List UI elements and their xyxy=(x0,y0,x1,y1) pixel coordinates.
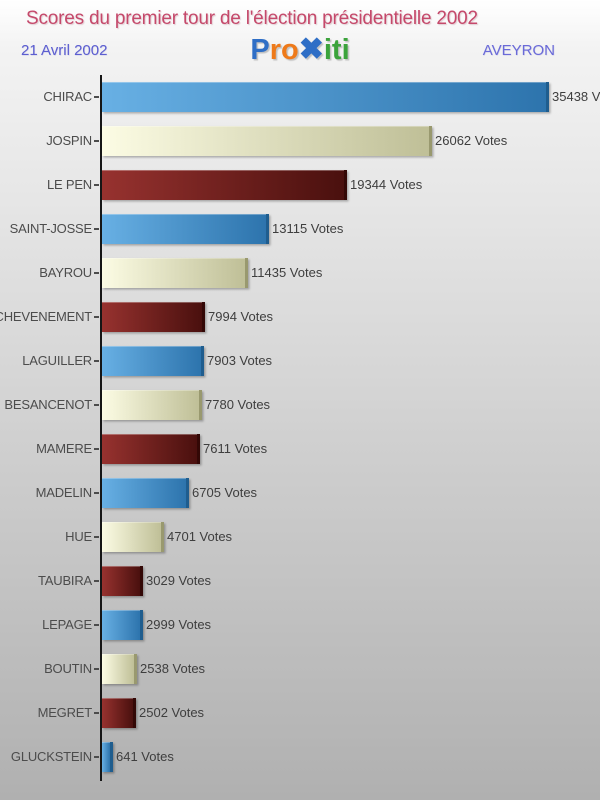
candidate-label: BOUTIN xyxy=(44,661,92,676)
axis-tick xyxy=(94,448,99,450)
vote-count-label: 7903 Votes xyxy=(207,353,273,368)
bar-cream xyxy=(102,522,164,552)
candidate-label: MEGRET xyxy=(37,705,93,720)
axis-tick xyxy=(94,360,99,362)
bar-cream xyxy=(102,654,137,684)
candidate-label: SAINT-JOSSE xyxy=(9,221,93,236)
candidate-label: BAYROU xyxy=(39,265,92,280)
bar-row: BAYROU 11435 Votes xyxy=(0,258,600,288)
candidate-label: CHIRAC xyxy=(43,89,92,104)
candidate-label: TAUBIRA xyxy=(38,573,92,588)
bar-cream xyxy=(102,390,202,420)
bar-row: TAUBIRA 3029 Votes xyxy=(0,566,600,596)
vote-count-label: 7780 Votes xyxy=(205,397,271,412)
axis-tick xyxy=(94,184,99,186)
vote-count-label: 2502 Votes xyxy=(139,705,205,720)
bar-row: MADELIN 6705 Votes xyxy=(0,478,600,508)
bar-row: HUE 4701 Votes xyxy=(0,522,600,552)
candidate-label: MADELIN xyxy=(35,485,93,500)
bar-dark-red xyxy=(102,170,347,200)
bar-row: JOSPIN 26062 Votes xyxy=(0,126,600,156)
axis-tick xyxy=(94,316,99,318)
vote-count-label: 11435 Votes xyxy=(251,265,323,280)
logo-letters: P xyxy=(250,34,270,66)
candidate-label: MAMERE xyxy=(36,441,92,456)
bar-row: LEPAGE 2999 Votes xyxy=(0,610,600,640)
bar-row: BOUTIN 2538 Votes xyxy=(0,654,600,684)
vote-count-label: 6705 Votes xyxy=(192,485,258,500)
bar-row: SAINT-JOSSE 13115 Votes xyxy=(0,214,600,244)
candidate-label: BESANCENOT xyxy=(4,397,92,412)
bar-row: CHEVENEMENT 7994 Votes xyxy=(0,302,600,332)
vote-count-label: 4701 Votes xyxy=(167,529,233,544)
axis-tick xyxy=(94,536,99,538)
bar-row: MAMERE 7611 Votes xyxy=(0,434,600,464)
axis-tick xyxy=(94,228,99,230)
vote-count-label: 7994 Votes xyxy=(208,309,274,324)
proxiti-logo: Pro✖iti xyxy=(250,33,350,66)
vote-count-label: 35438 Votes xyxy=(552,89,600,104)
bar-dark-red xyxy=(102,434,200,464)
bar-row: LAGUILLER 7903 Votes xyxy=(0,346,600,376)
logo-letters: ro xyxy=(269,34,299,66)
candidate-label: JOSPIN xyxy=(46,133,92,148)
bar-dark-red xyxy=(102,302,205,332)
axis-tick xyxy=(94,272,99,274)
candidate-label: GLUCKSTEIN xyxy=(10,749,92,764)
candidate-label: CHEVENEMENT xyxy=(0,309,92,324)
vote-count-label: 2999 Votes xyxy=(146,617,212,632)
date-label: 21 Avril 2002 xyxy=(21,42,108,59)
bar-cream xyxy=(102,258,248,288)
candidate-label: HUE xyxy=(65,529,92,544)
vote-count-label: 19344 Votes xyxy=(350,177,423,192)
vote-count-label: 13115 Votes xyxy=(272,221,344,236)
axis-tick xyxy=(94,492,99,494)
vote-count-label: 2538 Votes xyxy=(140,661,206,676)
bar-row: BESANCENOT 7780 Votes xyxy=(0,390,600,420)
axis-tick xyxy=(94,712,99,714)
vote-count-label: 3029 Votes xyxy=(146,573,212,588)
bar-cream xyxy=(102,126,432,156)
axis-tick xyxy=(94,96,99,98)
bar-blue xyxy=(102,610,143,640)
bar-blue xyxy=(102,742,113,772)
bar-blue xyxy=(102,346,204,376)
vote-count-label: 7611 Votes xyxy=(203,441,268,456)
vote-count-label: 26062 Votes xyxy=(435,133,508,148)
bar-blue xyxy=(102,214,269,244)
logo-letters: iti xyxy=(323,34,350,66)
axis-tick xyxy=(94,756,99,758)
axis-tick xyxy=(94,140,99,142)
bar-row: LE PEN 19344 Votes xyxy=(0,170,600,200)
bar-row: CHIRAC 35438 Votes xyxy=(0,82,600,112)
page-title: Scores du premier tour de l'élection pré… xyxy=(26,8,478,29)
bar-dark-red xyxy=(102,698,136,728)
candidate-label: LEPAGE xyxy=(42,617,92,632)
axis-tick xyxy=(94,580,99,582)
bar-row: MEGRET 2502 Votes xyxy=(0,698,600,728)
bar-blue xyxy=(102,478,189,508)
bar-blue xyxy=(102,82,549,112)
axis-tick xyxy=(94,668,99,670)
candidate-label: LE PEN xyxy=(46,177,92,192)
bar-row: GLUCKSTEIN 641 Votes xyxy=(0,742,600,772)
axis-tick xyxy=(94,404,99,406)
candidate-label: LAGUILLER xyxy=(22,353,92,368)
y-axis-line xyxy=(100,75,102,781)
vote-count-label: 641 Votes xyxy=(116,749,174,764)
region-label: AVEYRON xyxy=(482,42,555,59)
bar-dark-red xyxy=(102,566,143,596)
axis-tick xyxy=(94,624,99,626)
